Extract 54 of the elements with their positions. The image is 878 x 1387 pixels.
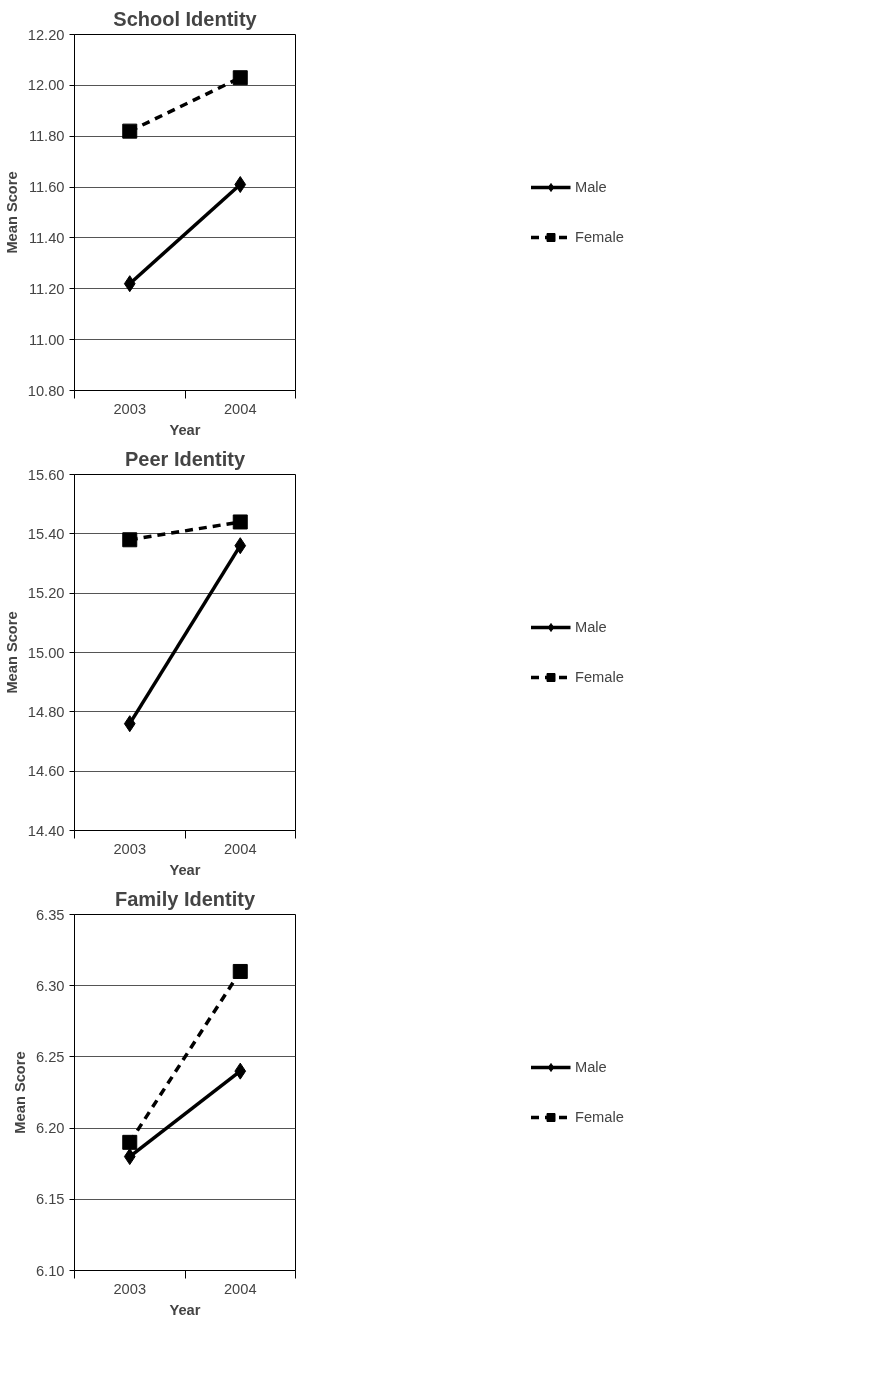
point [123,715,136,733]
x-tick-label: 2004 [223,400,257,417]
y-tick-label: 10.80 [27,382,65,399]
x-tick-label: 2003 [113,1280,147,1297]
legend-label: Male [575,179,608,195]
legend-label: Female [575,229,625,245]
point [232,514,248,530]
y-tick-label: 12.00 [27,77,65,94]
x-axis-title: Year [169,421,201,438]
point [122,123,138,139]
y-tick-label: 15.00 [27,644,65,661]
y-tick-label: 11.20 [28,280,65,297]
chart-title: Peer Identity [124,447,246,470]
point [122,1134,138,1150]
point [232,70,248,86]
y-tick-label: 11.60 [28,179,65,196]
y-tick-label: 11.80 [28,128,65,145]
point [123,275,136,293]
y-axis-title: Mean Score [11,1051,28,1134]
y-tick-label: 14.80 [27,703,65,720]
legend-label: Male [575,619,608,635]
y-axis-title: Mean Score [3,611,20,694]
y-tick-label: 15.40 [27,525,65,542]
x-tick-label: 2004 [223,840,257,857]
point [123,1148,136,1166]
y-axis-title: Mean Score [3,171,20,254]
chart-title: Family Identity [114,887,256,910]
y-tick-label: 12.20 [27,26,65,43]
y-tick-label: 11.40 [28,229,65,246]
y-tick-label: 6.25 [35,1048,65,1065]
chart-title: School Identity [113,7,258,30]
x-axis-title: Year [169,1301,201,1318]
x-tick-label: 2003 [113,840,147,857]
x-tick-label: 2004 [223,1280,257,1297]
y-tick-label: 14.60 [27,763,65,780]
y-tick-label: 6.35 [35,906,65,923]
y-tick-label: 6.30 [35,977,65,994]
point [122,532,138,548]
y-tick-label: 11.00 [28,331,65,348]
legend-label: Female [575,1109,625,1125]
point [232,963,248,979]
x-axis-title: Year [169,861,201,878]
y-tick-label: 15.20 [27,585,65,602]
y-tick-label: 14.40 [27,822,65,839]
y-tick-label: 6.10 [35,1262,65,1279]
point [234,176,247,194]
y-tick-label: 6.20 [35,1120,65,1137]
point [234,1062,247,1080]
x-tick-label: 2003 [113,400,147,417]
y-tick-label: 15.60 [27,466,65,483]
legend-label: Male [575,1059,608,1075]
y-tick-label: 6.15 [35,1191,65,1208]
point [234,537,247,555]
legend-label: Female [575,669,625,685]
